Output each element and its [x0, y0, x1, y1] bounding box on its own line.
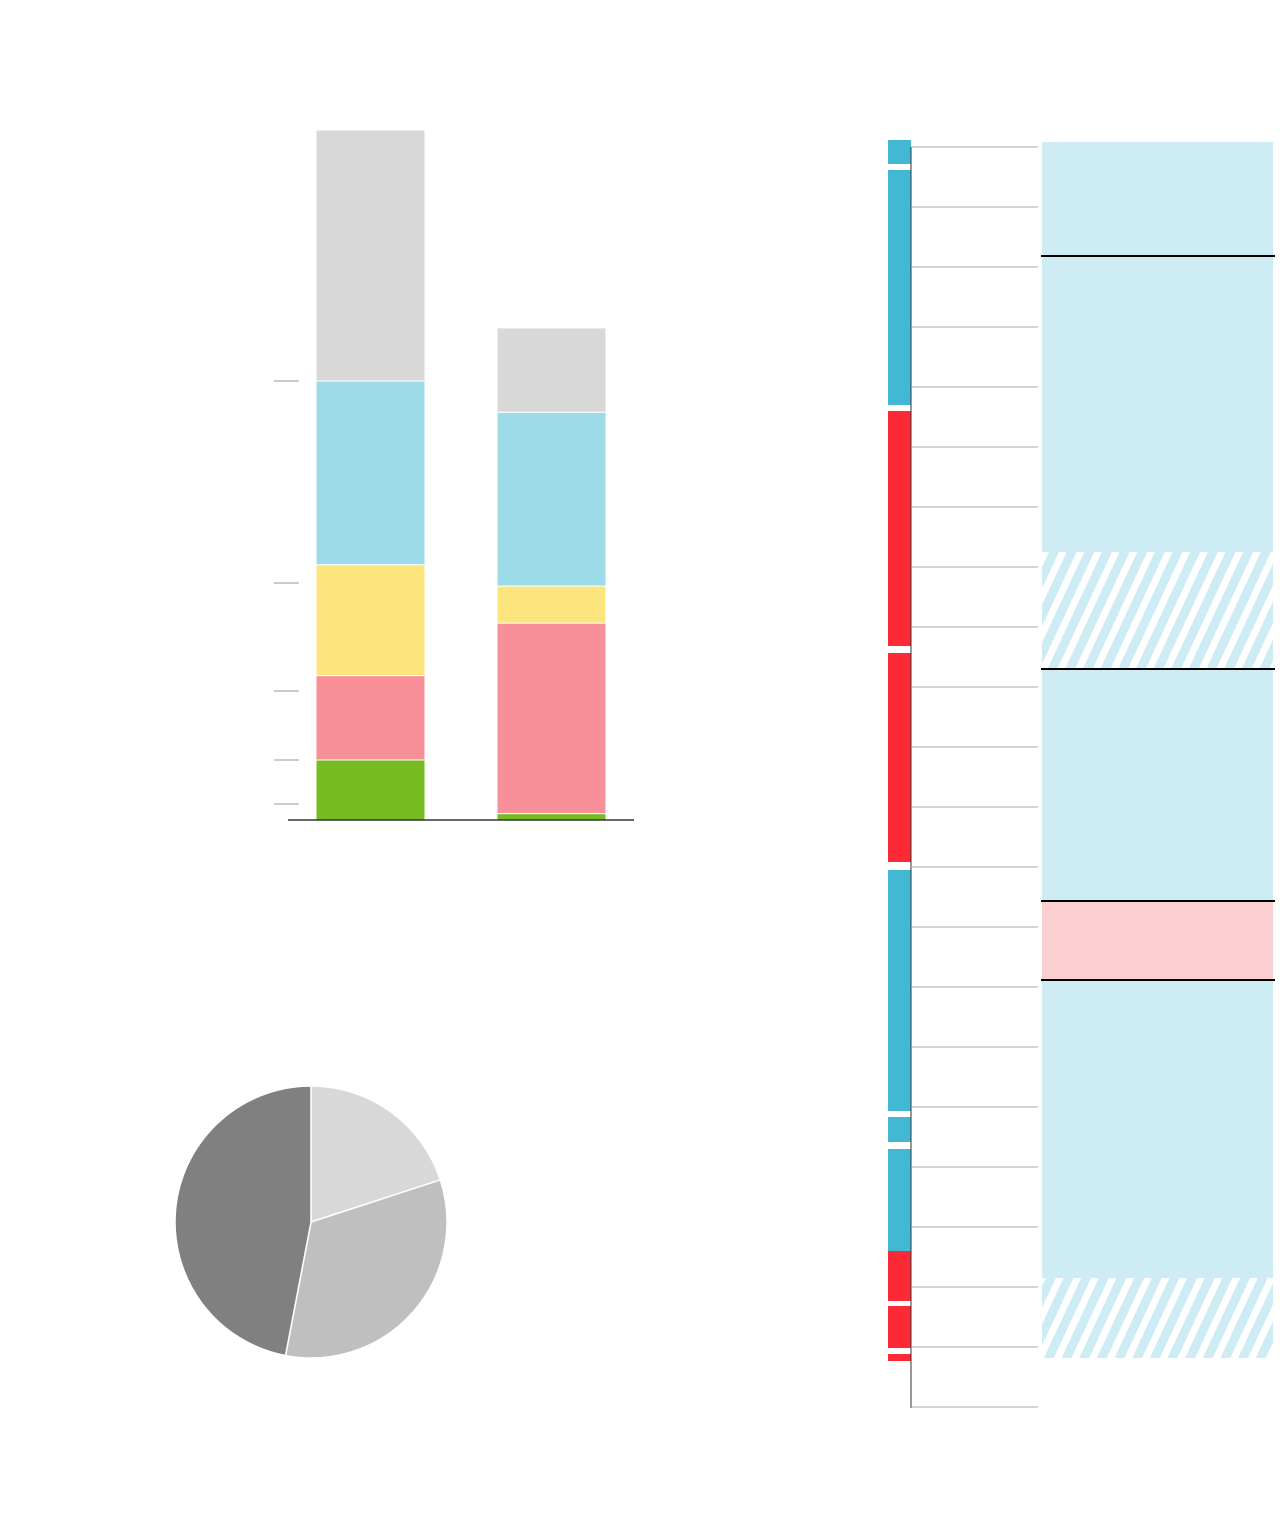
- timeline-band-5: [1042, 980, 1273, 1278]
- bar-2-segment-5: [496, 327, 607, 413]
- timeline-segment-8: [888, 1251, 911, 1301]
- bar-2-segment-2: [496, 622, 607, 815]
- y-axis-ticks: [274, 380, 299, 805]
- bar-1-segment-4: [315, 380, 426, 566]
- timeline-band-4: [1042, 901, 1273, 980]
- timeline-band-1: [1042, 142, 1273, 256]
- timeline-color-strip: [888, 140, 911, 1361]
- timeline-segment-1: [888, 140, 911, 164]
- pie-slice-3: [174, 1085, 312, 1357]
- bar-2-segment-1: [496, 813, 607, 821]
- timeline-row-lines: [911, 146, 1038, 1408]
- timeline-segment-4: [888, 653, 911, 862]
- timeline-bands: [1041, 142, 1275, 1358]
- timeline-band-3: [1042, 669, 1273, 901]
- timeline-segment-7: [888, 1149, 911, 1251]
- timeline-segment-5: [888, 870, 911, 1111]
- timeline-segment-6: [888, 1117, 911, 1142]
- timeline-band-2: [1042, 256, 1273, 552]
- pie-slice-2: [284, 1179, 448, 1359]
- stacked-bar-chart: [274, 129, 634, 821]
- bar-1-segment-2: [315, 675, 426, 761]
- timeline-segment-2: [888, 170, 911, 405]
- pie-slice-1: [310, 1085, 442, 1224]
- timeline-hatched-band-1: [1042, 552, 1273, 669]
- bar-2-segment-3: [496, 585, 607, 624]
- pie-chart: [174, 1085, 448, 1359]
- timeline-panel: [888, 140, 1275, 1408]
- timeline-segment-3: [888, 411, 911, 646]
- bar-2-segment-4: [496, 411, 607, 587]
- timeline-segment-9: [888, 1306, 911, 1348]
- timeline-hatched-band-2: [1042, 1278, 1273, 1358]
- bar-1-segment-5: [315, 129, 426, 382]
- timeline-segment-10: [888, 1354, 911, 1361]
- bar-1-segment-1: [315, 759, 426, 821]
- bar-stacks: [315, 129, 607, 821]
- bar-1-segment-3: [315, 564, 426, 677]
